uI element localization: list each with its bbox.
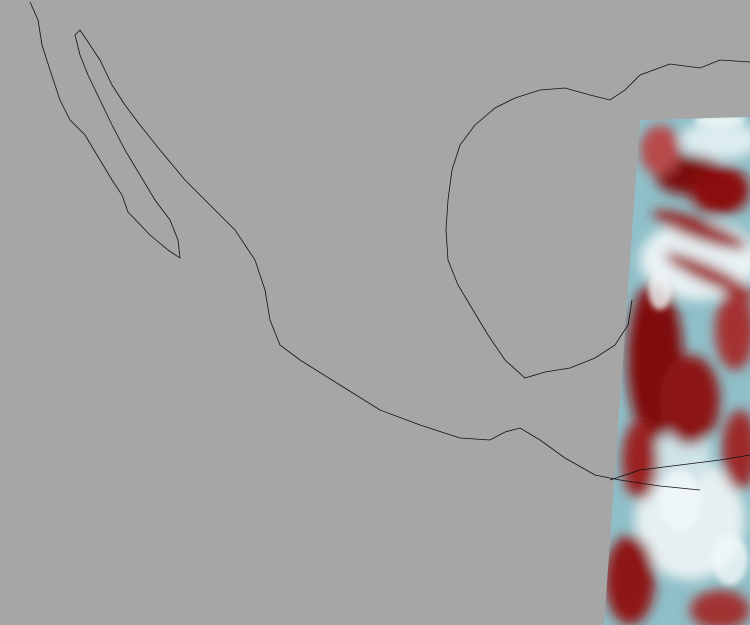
coastlines [29,1,750,491]
